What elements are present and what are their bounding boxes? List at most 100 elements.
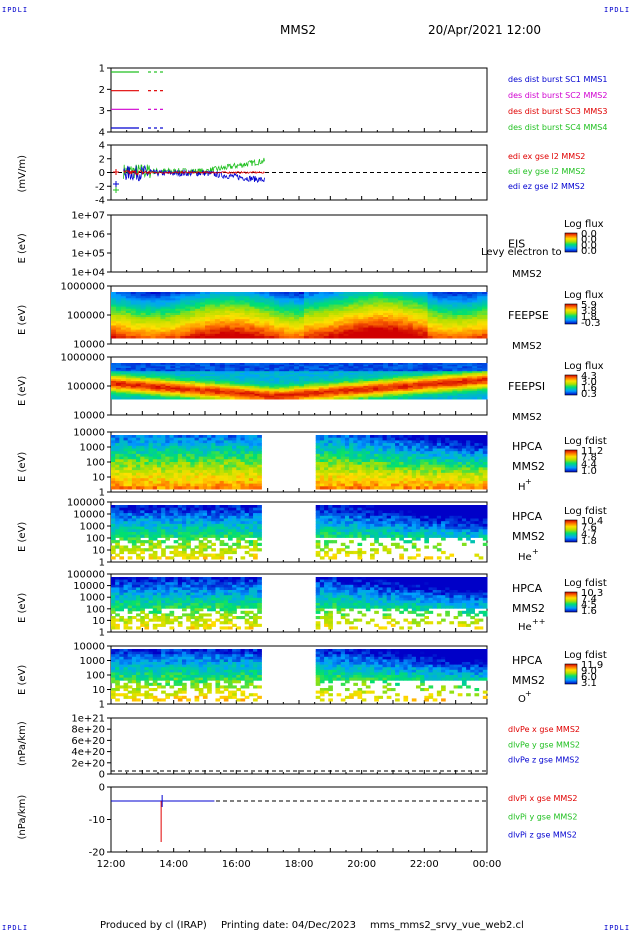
feepsi-pixel: [308, 379, 315, 382]
feepse-pixel: [274, 296, 280, 299]
feepse-pixel: [422, 300, 429, 303]
feepsi-pixel: [229, 390, 236, 393]
feepse-pixel: [205, 327, 211, 331]
feepse-pixel: [165, 300, 171, 303]
hpca_h-pixel: [186, 440, 191, 444]
hpca_h-pixel: [165, 467, 170, 471]
feepsi-pixel: [219, 384, 226, 387]
feepsi-pixel: [239, 377, 246, 380]
feepsi-pixel: [393, 371, 399, 374]
feepse-pixel: [353, 317, 359, 320]
feepse-pixel: [259, 298, 265, 301]
feepse-pixel: [239, 300, 246, 303]
feepse-pixel: [447, 302, 453, 306]
feepsi-pixel: [373, 384, 379, 387]
feepsi-pixel: [457, 389, 463, 392]
feepsi-pixel: [269, 369, 275, 372]
feepsi-pixel: [402, 395, 409, 398]
feepsi-pixel: [412, 363, 419, 366]
feepse-pixel: [402, 317, 409, 320]
feepsi-pixel: [185, 384, 191, 387]
feepse-pixel: [328, 302, 335, 306]
feepse-pixel: [170, 319, 176, 322]
hpca_h-pixel: [190, 443, 196, 447]
feepse-pixel: [328, 331, 335, 335]
feepsi-pixel: [175, 363, 181, 366]
hpca_h-pixel: [240, 453, 246, 458]
feepse-pixel: [130, 296, 137, 299]
hpca_h-pixel: [198, 443, 204, 447]
hpca_h-pixel: [198, 467, 204, 471]
feepsi-pixel: [338, 384, 345, 387]
hpca_h-pixel: [202, 445, 208, 449]
feepsi-pixel: [417, 385, 424, 389]
feepse-pixel: [175, 310, 181, 314]
feepsi-pixel: [145, 387, 152, 390]
hpca_h-pixel: [253, 448, 258, 452]
feepsi-pixel: [299, 376, 305, 379]
feepse-pixel: [422, 312, 429, 316]
feepsi-pixel: [417, 382, 424, 385]
feepsi-pixel: [427, 382, 434, 385]
hpca_h-pixel: [232, 448, 237, 452]
hpca_h-pixel: [357, 435, 363, 439]
hpca_h-pixel: [232, 451, 237, 455]
feepse-pixel: [289, 327, 295, 331]
feepsi-pixel: [378, 369, 384, 372]
feepsi-pixel: [264, 374, 270, 377]
feepsi-pixel: [397, 394, 404, 397]
feepsi-pixel: [447, 376, 453, 379]
feepse-pixel: [274, 335, 280, 339]
feepse-pixel: [393, 331, 399, 335]
feepsi-pixel: [358, 387, 364, 390]
feepse-pixel: [427, 304, 434, 308]
feepsi-pixel: [407, 376, 414, 379]
feepse-pixel: [205, 323, 211, 326]
hpca_h-pixel: [144, 453, 150, 458]
hpca_h-pixel: [378, 486, 384, 490]
feepse-pixel: [323, 315, 330, 318]
feepsi-pixel: [234, 364, 241, 367]
hpca_h-pixel: [386, 470, 392, 474]
feepse-pixel: [205, 329, 211, 333]
hpca_h-pixel: [194, 478, 200, 482]
feepse-pixel: [442, 317, 448, 320]
hpca_h-pixel: [236, 459, 242, 463]
feepsi-pixel: [294, 371, 300, 374]
feepsi-pixel: [313, 374, 320, 377]
feepse-pixel: [417, 331, 424, 335]
feepse-pixel: [279, 300, 285, 303]
feepsi-pixel: [111, 379, 117, 382]
feepse-pixel: [229, 296, 236, 299]
hpca_h-pixel: [248, 478, 254, 482]
feepse-pixel: [482, 329, 488, 333]
feepsi-pixel: [462, 389, 468, 392]
feepsi-pixel: [224, 389, 231, 392]
feepse-pixel: [457, 327, 463, 331]
feepsi-pixel: [393, 367, 399, 371]
divpe-ylabel: (nPa/km): [17, 721, 28, 766]
feepse-pixel: [111, 315, 117, 318]
hpca_h-pixel: [165, 445, 170, 449]
feepsi-pixel: [447, 390, 453, 393]
feepsi-pixel: [402, 369, 409, 372]
hpca_h-pixel: [223, 467, 229, 471]
feepse-pixel: [353, 329, 359, 333]
feepsi-pixel: [239, 371, 246, 374]
feepsi-pixel: [467, 384, 473, 387]
feepsi-pixel: [328, 390, 335, 393]
feepse-pixel: [343, 310, 349, 314]
feepse-pixel: [299, 306, 305, 310]
feepse-pixel: [452, 296, 458, 299]
hpca_h-pixel: [240, 451, 246, 455]
hpca_h-pixel: [374, 467, 379, 471]
feepse-pixel: [125, 327, 132, 331]
hpca_h-pixel: [336, 480, 342, 485]
feepsi-pixel: [338, 392, 345, 395]
hpca_h-pixel: [374, 486, 379, 490]
feepsi-pixel: [145, 382, 152, 385]
feepsi-pixel: [254, 381, 260, 384]
feepse-pixel: [313, 304, 320, 308]
feepse-pixel: [378, 335, 384, 339]
feepsi-pixel: [472, 384, 478, 387]
